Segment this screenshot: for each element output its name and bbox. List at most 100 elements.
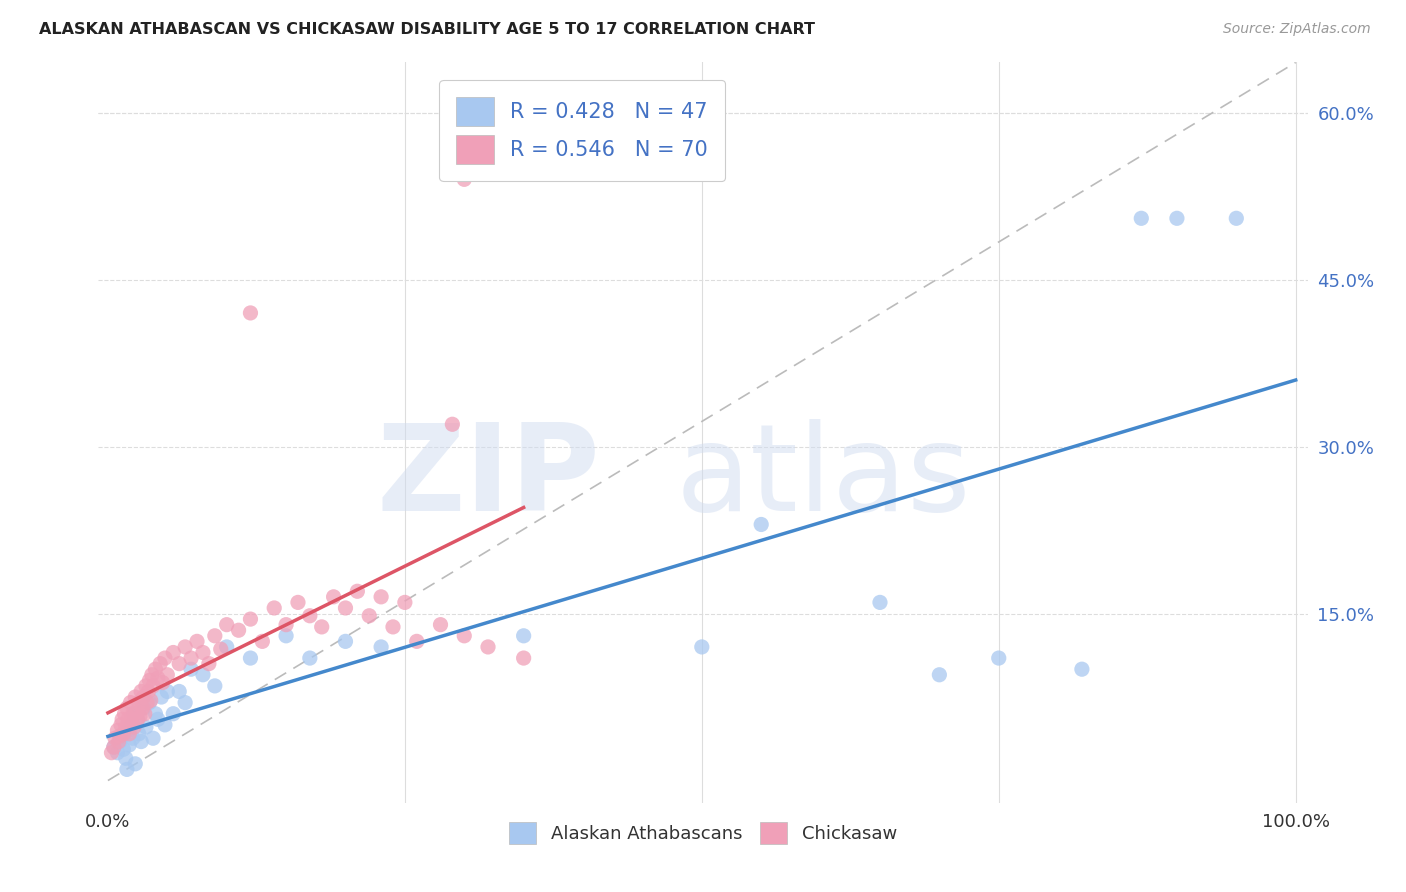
- Point: [103, 740, 125, 755]
- Point: [263, 601, 285, 615]
- Point: [104, 731, 127, 746]
- Point: [204, 629, 226, 643]
- Point: [152, 675, 174, 690]
- Point: [156, 667, 179, 681]
- Point: [121, 712, 143, 726]
- Point: [156, 684, 179, 698]
- Point: [150, 690, 173, 704]
- Point: [239, 612, 262, 626]
- Point: [112, 727, 135, 741]
- Point: [121, 718, 143, 732]
- Point: [129, 709, 152, 723]
- Point: [382, 620, 405, 634]
- Point: [869, 595, 891, 609]
- Point: [370, 590, 392, 604]
- Point: [153, 718, 176, 732]
- Point: [191, 646, 214, 660]
- Point: [107, 746, 129, 760]
- Point: [512, 629, 534, 643]
- Point: [103, 740, 125, 755]
- Point: [125, 705, 148, 719]
- Point: [108, 734, 131, 748]
- Point: [252, 634, 274, 648]
- Point: [118, 727, 141, 741]
- Point: [174, 696, 197, 710]
- Point: [146, 712, 169, 726]
- Legend: Alaskan Athabascans, Chickasaw: Alaskan Athabascans, Chickasaw: [501, 813, 905, 853]
- Point: [112, 742, 135, 756]
- Point: [145, 706, 167, 721]
- Point: [129, 684, 152, 698]
- Point: [134, 706, 156, 721]
- Point: [131, 701, 153, 715]
- Point: [322, 590, 344, 604]
- Point: [1130, 211, 1153, 226]
- Point: [132, 690, 155, 704]
- Point: [124, 756, 146, 771]
- Point: [928, 667, 950, 681]
- Point: [135, 720, 157, 734]
- Point: [118, 738, 141, 752]
- Point: [167, 684, 190, 698]
- Point: [136, 696, 159, 710]
- Point: [370, 640, 392, 654]
- Text: ALASKAN ATHABASCAN VS CHICKASAW DISABILITY AGE 5 TO 17 CORRELATION CHART: ALASKAN ATHABASCAN VS CHICKASAW DISABILI…: [39, 22, 815, 37]
- Point: [153, 651, 176, 665]
- Point: [141, 667, 163, 681]
- Point: [1166, 211, 1188, 226]
- Point: [477, 640, 499, 654]
- Point: [359, 608, 381, 623]
- Point: [110, 718, 132, 732]
- Point: [298, 651, 321, 665]
- Point: [124, 690, 146, 704]
- Point: [115, 763, 138, 777]
- Point: [405, 634, 427, 648]
- Point: [122, 720, 145, 734]
- Point: [129, 734, 152, 748]
- Point: [209, 642, 232, 657]
- Point: [107, 734, 129, 748]
- Point: [142, 731, 165, 746]
- Point: [127, 712, 149, 726]
- Point: [228, 624, 250, 638]
- Point: [162, 646, 184, 660]
- Point: [128, 727, 150, 741]
- Point: [239, 651, 262, 665]
- Point: [135, 679, 157, 693]
- Point: [122, 706, 145, 721]
- Point: [749, 517, 772, 532]
- Point: [453, 629, 475, 643]
- Point: [120, 696, 142, 710]
- Point: [149, 657, 172, 671]
- Point: [180, 651, 202, 665]
- Point: [180, 662, 202, 676]
- Point: [346, 584, 368, 599]
- Point: [108, 729, 131, 743]
- Point: [132, 701, 155, 715]
- Point: [100, 746, 122, 760]
- Point: [162, 706, 184, 721]
- Point: [335, 601, 357, 615]
- Point: [215, 640, 238, 654]
- Point: [198, 657, 221, 671]
- Point: [335, 634, 357, 648]
- Point: [453, 172, 475, 186]
- Point: [512, 651, 534, 665]
- Point: [128, 696, 150, 710]
- Point: [121, 731, 143, 746]
- Point: [115, 701, 138, 715]
- Point: [394, 595, 416, 609]
- Point: [138, 673, 160, 688]
- Point: [274, 617, 297, 632]
- Point: [441, 417, 464, 432]
- Point: [204, 679, 226, 693]
- Point: [1225, 211, 1247, 226]
- Text: Source: ZipAtlas.com: Source: ZipAtlas.com: [1223, 22, 1371, 37]
- Point: [311, 620, 333, 634]
- Point: [429, 617, 451, 632]
- Point: [186, 634, 208, 648]
- Point: [117, 712, 139, 726]
- Point: [114, 751, 136, 765]
- Point: [146, 671, 169, 685]
- Point: [111, 729, 134, 743]
